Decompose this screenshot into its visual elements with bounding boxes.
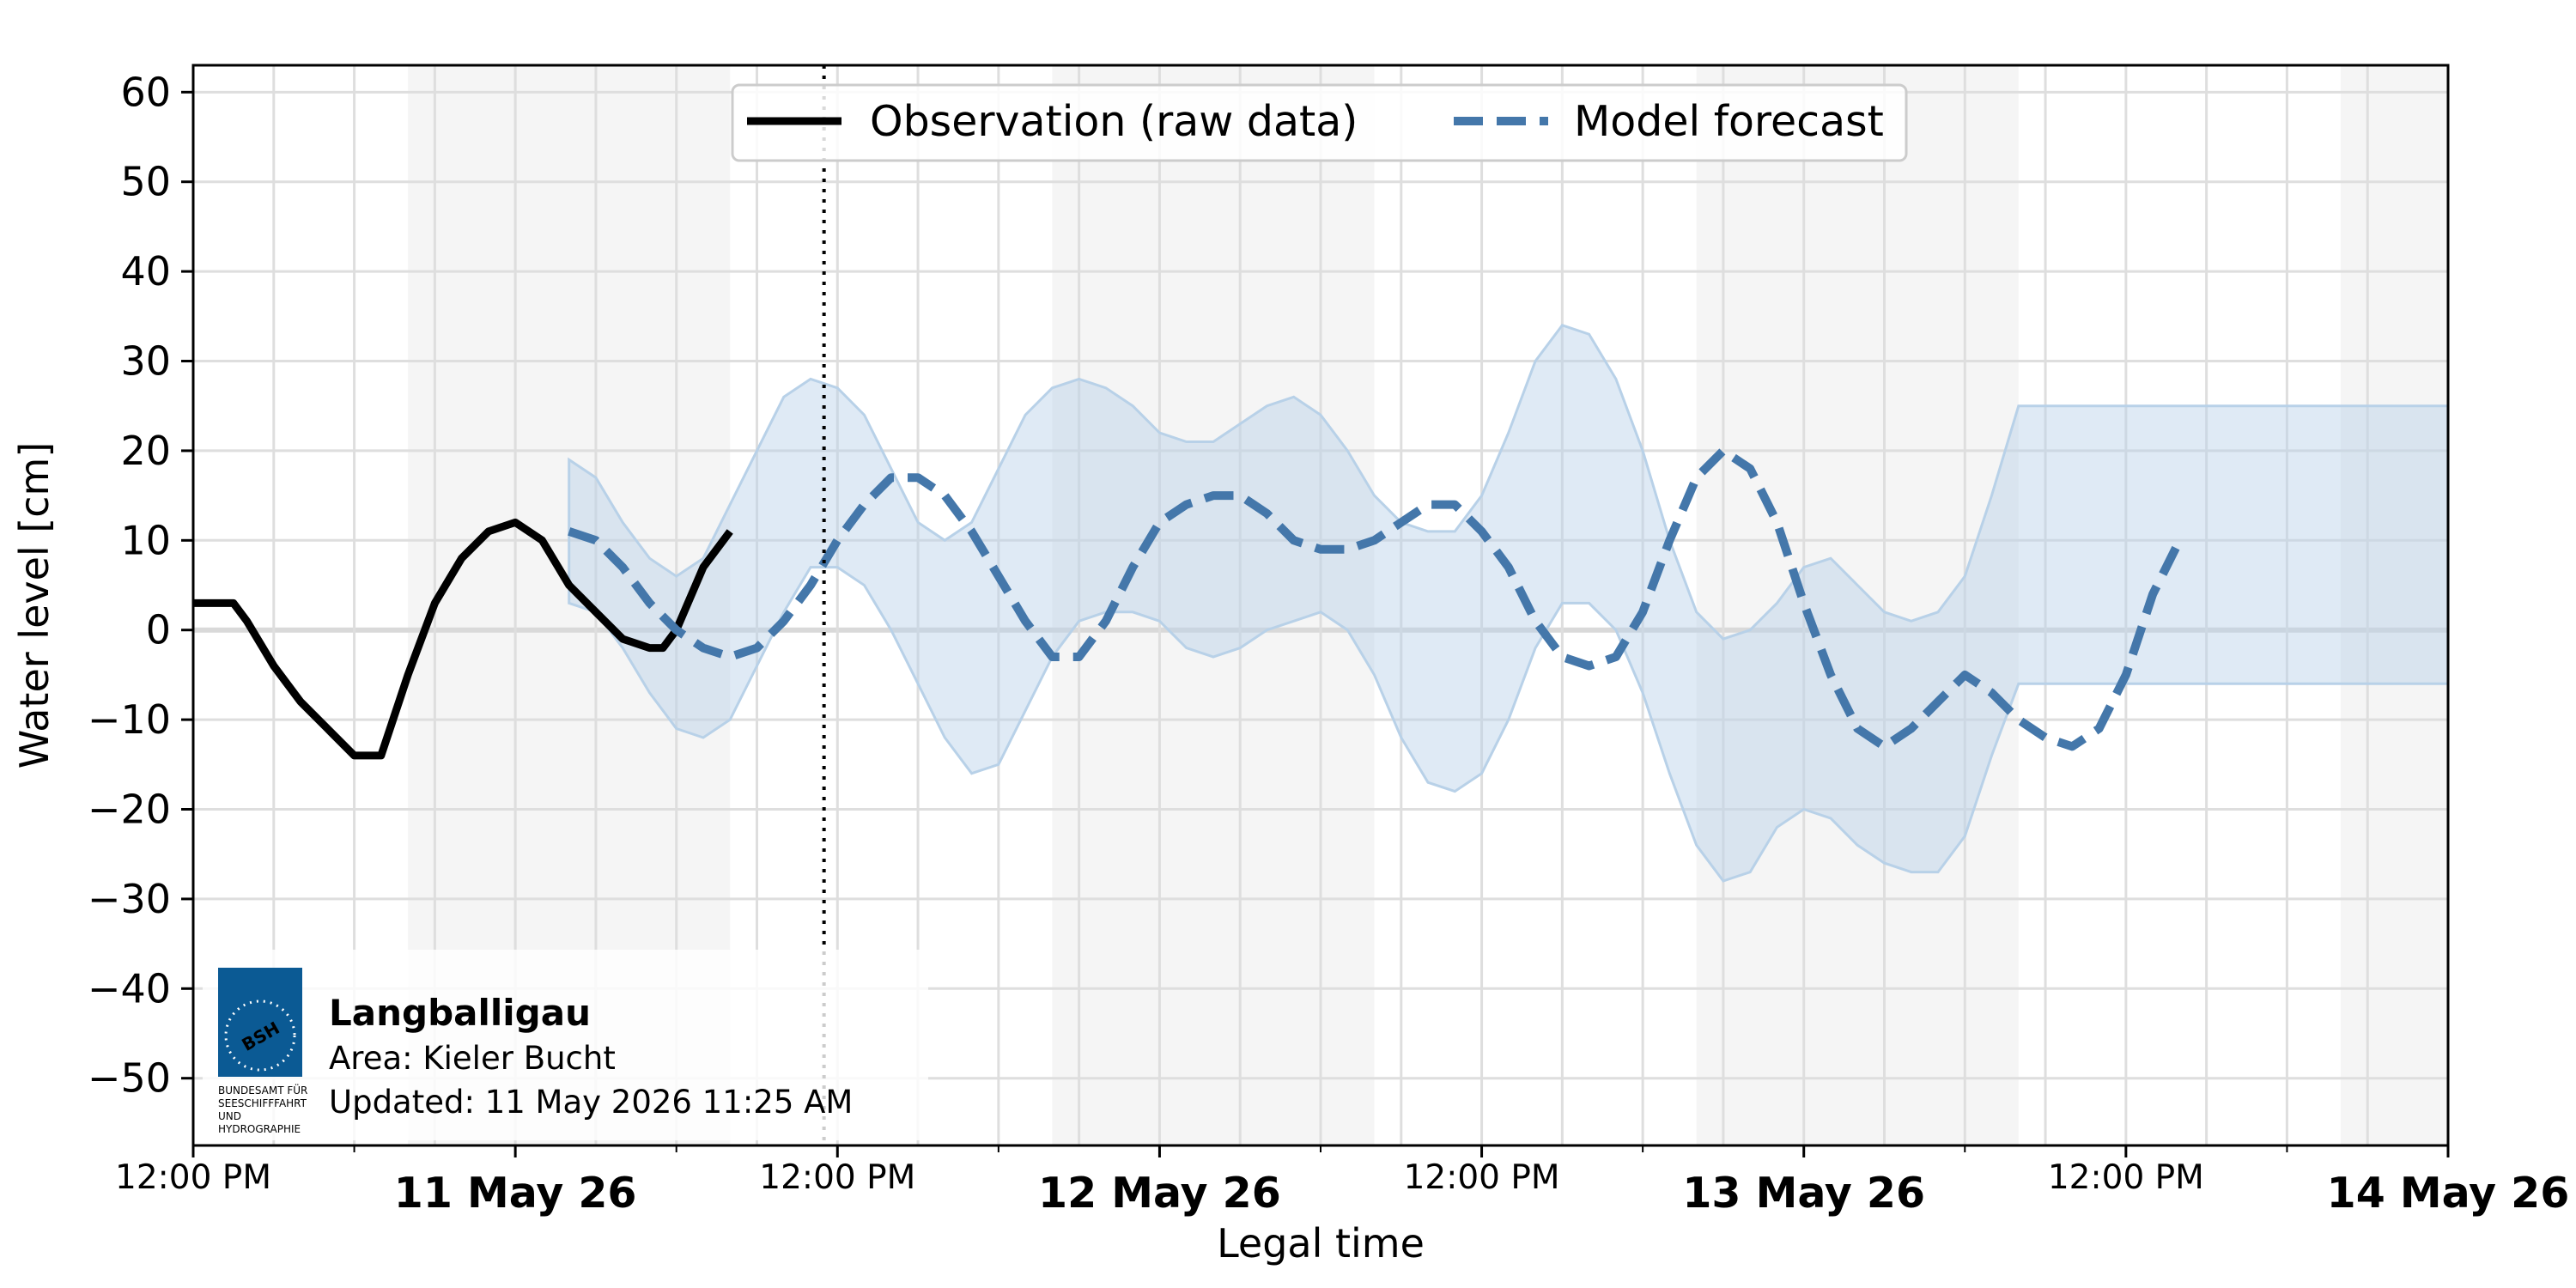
x-axis-label: Legal time (1217, 1220, 1425, 1267)
x-tick-label-time: 12:00 PM (115, 1158, 271, 1197)
y-tick-label: −50 (88, 1055, 171, 1102)
y-axis-label: Water level [cm] (11, 442, 58, 769)
legend-label-observation: Observation (raw data) (870, 97, 1358, 146)
x-tick-label-time: 12:00 PM (2048, 1158, 2204, 1197)
station-name: Langballigau (329, 992, 591, 1034)
forecast-uncertainty-band (568, 324, 2450, 883)
y-tick-label: 50 (120, 159, 171, 205)
night-band (2340, 65, 2448, 1145)
legend: Observation (raw data) Model forecast (731, 83, 1908, 162)
series-lines (193, 446, 2184, 760)
y-tick-label: −30 (88, 876, 171, 922)
x-tick-label-time: 12:00 PM (1404, 1158, 1560, 1197)
legend-label-forecast: Model forecast (1574, 97, 1884, 146)
bsh-logo-caption: SEESCHIFFFAHRT (218, 1097, 307, 1109)
forecast-line (568, 446, 2184, 751)
x-tick-label-date: 14 May 26 (2327, 1169, 2570, 1218)
axis-ticks: 60 50 40 30 20 10 0 −10 −20 −30 −40 −50 12:00 PM 11 M… (88, 69, 2569, 1218)
y-tick-label: 0 (146, 607, 171, 653)
station-area: Area: Kieler Bucht (329, 1040, 616, 1077)
y-tick-label: 10 (120, 517, 171, 563)
y-tick-label: 60 (120, 69, 171, 115)
info-box-background (203, 950, 928, 1140)
y-tick-label: −40 (88, 965, 171, 1012)
y-tick-label: 20 (120, 428, 171, 474)
bsh-logo-caption: BUNDESAMT FÜR (218, 1083, 307, 1097)
x-tick-label-date: 13 May 26 (1682, 1169, 1925, 1218)
bsh-logo-caption: UND (218, 1110, 241, 1122)
bsh-logo-caption: HYDROGRAPHIE (218, 1123, 301, 1135)
y-tick-label: 30 (120, 338, 171, 385)
bsh-logo-ring (224, 999, 296, 1072)
observation-line (193, 518, 733, 760)
uncertainty-band (568, 324, 2450, 883)
update-time: Updated: 11 May 2026 11:25 AM (329, 1084, 853, 1121)
x-tick-label-date: 12 May 26 (1038, 1169, 1281, 1218)
legend-box (731, 83, 1908, 162)
y-tick-label: 40 (120, 248, 171, 295)
y-tick-label: −20 (88, 787, 171, 833)
bsh-logo (218, 968, 302, 1077)
x-tick-label-date: 11 May 26 (394, 1169, 637, 1218)
x-tick-label-time: 12:00 PM (759, 1158, 915, 1197)
y-tick-label: −10 (88, 696, 171, 743)
